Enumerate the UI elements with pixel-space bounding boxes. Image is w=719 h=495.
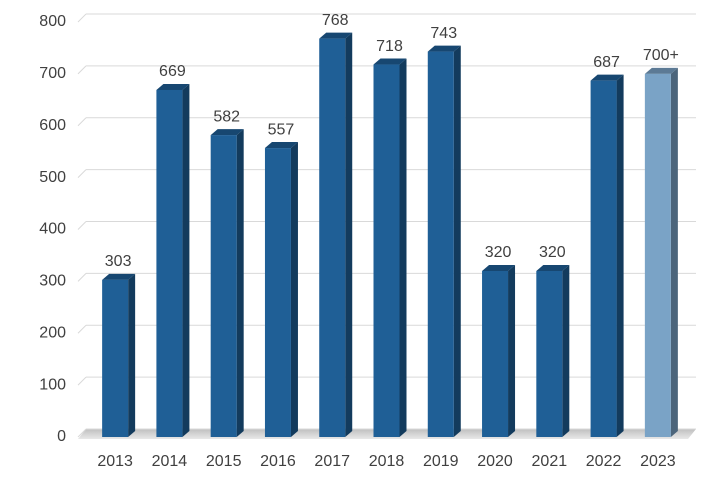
y-tick-label: 300 [39,273,66,290]
bar-side [453,45,461,437]
grid-line [77,376,87,386]
bar-side [399,58,407,437]
x-tick-label: 2014 [152,453,188,470]
data-label: 687 [593,54,620,71]
data-label: 582 [213,108,240,125]
bar-top [482,265,516,271]
bar-top [319,32,353,39]
bar-side [182,83,190,438]
bar-side [128,273,136,437]
bar [210,135,237,437]
data-label: 718 [376,38,403,55]
data-label: 320 [539,244,566,261]
x-tick-label: 2018 [369,453,405,470]
grid-line [77,65,87,75]
bar [536,271,563,437]
bar-top [210,129,244,136]
x-tick-label: 2019 [423,453,459,470]
bar-side [236,129,244,437]
grid-line [77,428,87,438]
grid-line [77,169,87,178]
bar-side [290,142,298,437]
bar [319,38,346,437]
bar [644,73,671,437]
bar-side [670,67,678,437]
data-label: 320 [485,244,512,261]
grid-line [77,221,87,230]
y-tick-label: 100 [39,376,66,393]
bar-top [102,273,136,280]
x-tick-label: 2020 [477,453,513,470]
bar-top [156,83,190,90]
y-tick-label: 500 [39,169,66,186]
x-tick-label: 2017 [314,453,350,470]
bar [102,279,129,437]
bar-top [373,58,407,65]
data-label: 669 [159,63,186,80]
bar-top [644,67,678,74]
bar-top [427,45,461,52]
data-label: 557 [268,121,295,138]
x-tick-label: 2013 [97,453,133,470]
y-tick-label: 200 [39,324,66,341]
grid-line [77,273,87,282]
bar [427,51,454,437]
bar-side [616,74,624,438]
data-label: 768 [322,12,349,29]
bar-top [536,265,570,271]
data-label: 743 [430,25,457,42]
y-tick-label: 700 [39,65,66,82]
grid-line [77,13,87,23]
bar [373,64,400,437]
x-tick-label: 2015 [206,453,242,470]
x-tick-label: 2021 [532,453,568,470]
bar [482,271,509,437]
grid-line [77,117,87,127]
bar [590,80,617,438]
data-label: 303 [105,253,132,270]
data-label: 700+ [643,47,679,64]
bar [264,148,291,437]
y-tick-label: 800 [39,13,66,30]
x-tick-label: 2022 [586,453,622,470]
y-tick-label: 0 [57,428,66,445]
y-tick-label: 600 [39,117,66,134]
bar [156,89,183,438]
x-tick-label: 2016 [260,453,296,470]
bar-top [264,142,298,149]
bar-side [345,32,353,437]
bar-side [562,265,570,437]
y-tick-label: 400 [39,221,66,238]
bar-side [508,265,516,437]
x-tick-label: 2023 [640,453,676,470]
bar-top [590,74,624,81]
grid-line [77,324,87,334]
